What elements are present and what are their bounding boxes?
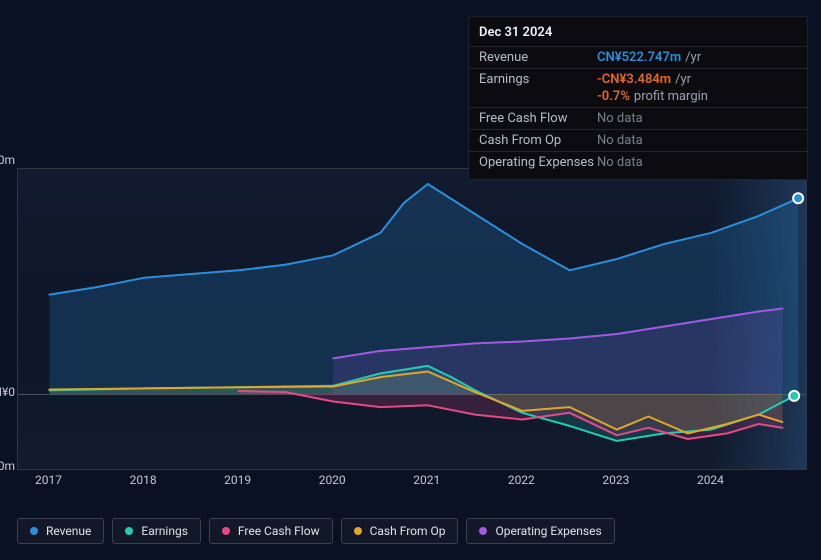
tooltip-row: Free Cash FlowNo data (469, 107, 807, 129)
x-axis-tick: 2023 (602, 473, 629, 487)
tooltip-row: Earnings-CN¥3.484m/yr-0.7%profit margin (469, 68, 807, 107)
tooltip-row-value: No data (597, 110, 797, 127)
legend-label: Revenue (46, 524, 91, 538)
x-axis-tick: 2017 (35, 473, 62, 487)
legend-dot-icon (354, 527, 362, 535)
legend-dot-icon (30, 527, 38, 535)
tooltip-row-value: No data (597, 154, 797, 171)
legend-label: Earnings (141, 524, 188, 538)
y-axis-label-top: CN¥600m (0, 153, 15, 167)
chart-tooltip: Dec 31 2024 RevenueCN¥522.747m/yrEarning… (468, 16, 808, 180)
x-axis-tick: 2022 (508, 473, 535, 487)
legend-label: Operating Expenses (495, 524, 601, 538)
chart-page: Dec 31 2024 RevenueCN¥522.747m/yrEarning… (0, 0, 821, 560)
x-axis-tick: 2019 (224, 473, 251, 487)
chart-plot-area[interactable] (17, 168, 807, 470)
legend-label: Free Cash Flow (238, 524, 320, 538)
legend-dot-icon (222, 527, 230, 535)
tooltip-row: Cash From OpNo data (469, 129, 807, 151)
legend-label: Cash From Op (370, 524, 446, 538)
legend-dot-icon (125, 527, 133, 535)
tooltip-row-label: Operating Expenses (479, 154, 597, 171)
tooltip-row-label: Earnings (479, 71, 597, 105)
x-axis-tick: 2021 (413, 473, 440, 487)
legend-item-cfo[interactable]: Cash From Op (341, 518, 459, 544)
legend-item-revenue[interactable]: Revenue (17, 518, 104, 544)
financial-chart[interactable]: CN¥600m CN¥0 -CN¥200m 201720182019202020… (17, 155, 805, 485)
end-marker (789, 391, 799, 401)
legend-item-opex[interactable]: Operating Expenses (466, 518, 614, 544)
legend-dot-icon (479, 527, 487, 535)
tooltip-rows: RevenueCN¥522.747m/yrEarnings-CN¥3.484m/… (469, 46, 807, 173)
tooltip-row-value: -CN¥3.484m/yr-0.7%profit margin (597, 71, 797, 105)
chart-svg (18, 169, 806, 469)
y-axis-label-bottom: -CN¥200m (0, 459, 15, 473)
tooltip-row-value: No data (597, 132, 797, 149)
tooltip-row: RevenueCN¥522.747m/yr (469, 46, 807, 68)
chart-legend: Revenue Earnings Free Cash Flow Cash From O… (17, 518, 615, 544)
tooltip-row-label: Cash From Op (479, 132, 597, 149)
x-axis-tick: 2024 (697, 473, 724, 487)
x-axis: 2017 2018 2019 2020 2021 2022 2023 2024 (17, 473, 805, 493)
y-axis-label-zero: CN¥0 (0, 385, 15, 399)
tooltip-row-label: Free Cash Flow (479, 110, 597, 127)
tooltip-title: Dec 31 2024 (469, 21, 807, 46)
hover-marker (793, 193, 803, 203)
tooltip-row-value: CN¥522.747m/yr (597, 49, 797, 66)
legend-item-earnings[interactable]: Earnings (112, 518, 201, 544)
tooltip-row: Operating ExpensesNo data (469, 151, 807, 173)
x-axis-tick: 2020 (319, 473, 346, 487)
x-axis-tick: 2018 (130, 473, 157, 487)
tooltip-row-label: Revenue (479, 49, 597, 66)
legend-item-fcf[interactable]: Free Cash Flow (209, 518, 333, 544)
